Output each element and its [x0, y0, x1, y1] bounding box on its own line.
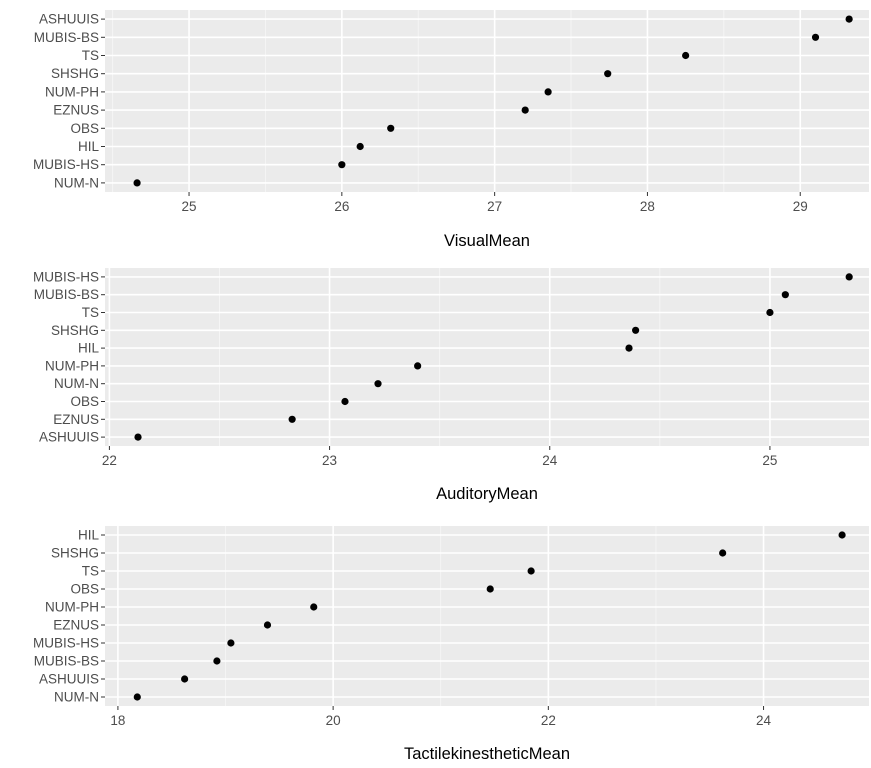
y-tick-label: SHSHG — [51, 66, 99, 81]
y-tick-label: HIL — [78, 341, 100, 356]
y-tick-label: ASHUUIS — [39, 430, 99, 445]
data-point — [310, 603, 318, 611]
y-tick-label: NUM-PH — [45, 358, 99, 373]
y-tick-label: HIL — [78, 139, 100, 154]
y-tick-label: ASHUUIS — [39, 672, 99, 687]
data-point — [356, 142, 364, 151]
data-point — [341, 397, 349, 406]
data-point — [604, 70, 612, 78]
x-tick-label: 25 — [762, 453, 777, 468]
y-tick-label: NUM-N — [54, 376, 99, 391]
x-tick-label: 24 — [756, 713, 772, 728]
data-point — [625, 344, 633, 352]
panel-background — [105, 526, 869, 706]
data-point — [845, 273, 853, 281]
y-tick-label: TS — [82, 48, 99, 63]
x-tick-label: 29 — [793, 199, 808, 214]
data-point — [134, 433, 142, 441]
data-point — [521, 106, 529, 114]
panel-background — [105, 268, 869, 446]
x-tick-label: 24 — [542, 453, 558, 468]
y-tick-label: OBS — [70, 582, 99, 597]
data-point — [781, 291, 789, 299]
data-point — [845, 15, 853, 23]
y-tick-label: OBS — [70, 121, 99, 136]
x-tick-label: 22 — [541, 713, 556, 728]
y-tick-label: MUBIS-HS — [33, 636, 99, 651]
data-point — [374, 380, 382, 388]
data-point — [133, 179, 141, 187]
data-point — [414, 362, 422, 370]
y-tick-label: ASHUUIS — [39, 12, 99, 27]
panel-background — [105, 10, 869, 192]
y-tick-label: TS — [82, 564, 99, 579]
y-tick-label: EZNUS — [53, 412, 99, 427]
x-tick-label: 22 — [102, 453, 117, 468]
y-tick-label: SHSHG — [51, 323, 99, 338]
data-point — [766, 308, 774, 317]
y-tick-label: MUBIS-BS — [34, 30, 99, 45]
y-tick-label: OBS — [70, 394, 99, 409]
x-tick-label: 27 — [487, 199, 502, 214]
y-tick-label: MUBIS-BS — [34, 287, 99, 302]
x-axis-title: VisualMean — [444, 232, 530, 250]
data-point — [719, 549, 727, 557]
data-point — [133, 693, 141, 701]
y-tick-label: MUBIS-BS — [34, 654, 99, 669]
data-point — [181, 675, 189, 683]
x-axis-title: TactilekinestheticMean — [404, 745, 570, 763]
data-point — [213, 657, 221, 665]
y-tick-label: MUBIS-HS — [33, 157, 99, 172]
data-point — [227, 639, 235, 647]
data-point — [544, 88, 552, 96]
data-point — [387, 124, 395, 132]
data-point — [486, 585, 494, 593]
y-tick-label: NUM-N — [54, 690, 99, 705]
y-tick-label: SHSHG — [51, 546, 99, 561]
data-point — [811, 33, 820, 41]
data-point — [527, 567, 535, 575]
panel-1: ASHUUIS MUBIS-BS TS SHSHG NUM-PH EZNUS OBS HIL M… — [33, 10, 869, 250]
data-point — [263, 621, 272, 629]
x-tick-label: 25 — [182, 199, 197, 214]
y-tick-label: NUM-PH — [45, 84, 99, 99]
data-point — [632, 326, 640, 334]
x-tick-label: 28 — [640, 199, 655, 214]
y-tick-label: TS — [82, 305, 99, 320]
data-point — [338, 161, 346, 169]
panel-2: MUBIS-HS MUBIS-BS TS SHSHG HIL NUM-PH NUM-N OBS… — [33, 268, 869, 503]
data-point — [682, 51, 690, 60]
data-point — [288, 415, 296, 423]
panel-3: HIL SHSHG TS OBS NUM-PH EZNUS MUBIS-HS MUBIS-BS… — [33, 526, 869, 763]
x-axis-title: AuditoryMean — [436, 485, 538, 503]
x-tick-label: 18 — [110, 713, 125, 728]
x-tick-label: 20 — [326, 713, 341, 728]
data-point — [838, 531, 846, 539]
y-tick-label: EZNUS — [53, 103, 99, 118]
x-tick-label: 26 — [334, 199, 349, 214]
y-tick-label: HIL — [78, 528, 100, 543]
y-tick-label: EZNUS — [53, 618, 99, 633]
y-tick-label: NUM-PH — [45, 600, 99, 615]
y-tick-label: MUBIS-HS — [33, 269, 99, 284]
y-tick-label: NUM-N — [54, 175, 99, 190]
x-tick-label: 23 — [322, 453, 337, 468]
